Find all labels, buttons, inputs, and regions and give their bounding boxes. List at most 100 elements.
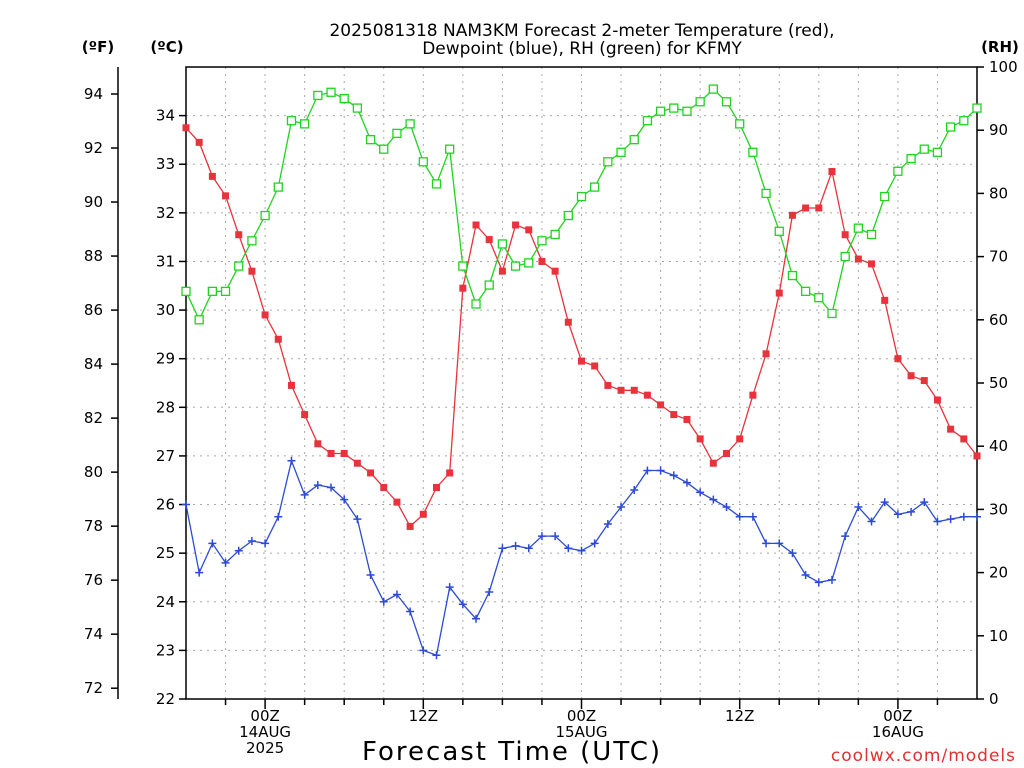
temperature-point [314, 440, 322, 448]
fahrenheit-tick-label: 74 [84, 625, 103, 643]
dewpoint-point [445, 583, 454, 592]
x-tick-label: 2025 [246, 739, 284, 757]
fahrenheit-tick-label: 88 [84, 247, 103, 265]
temperature-point [709, 459, 717, 467]
temperature-point [657, 401, 665, 409]
dewpoint-point [933, 517, 942, 526]
dewpoint-point [748, 512, 757, 521]
x-tick-label: 00Z [883, 707, 912, 725]
temperature-point [340, 449, 348, 457]
rh-tick-label: 40 [989, 437, 1008, 455]
temperature-point [406, 522, 414, 530]
dewpoint-point [814, 578, 823, 587]
temperature-point [472, 221, 480, 229]
rh-point [945, 122, 956, 132]
temperature-point [274, 335, 282, 343]
dewpoint-point [880, 498, 889, 507]
dewpoint-point [590, 539, 599, 548]
dewpoint-point [682, 478, 691, 487]
rh-point [708, 84, 718, 94]
rh-point [497, 239, 508, 249]
rh-point [721, 97, 732, 107]
temperature-point [301, 411, 309, 419]
rh-point [932, 147, 943, 157]
dewpoint-point [182, 500, 190, 509]
rh-point [510, 261, 521, 271]
dewpoint-point [696, 488, 705, 497]
dewpoint-point [643, 466, 652, 475]
temperature-point [802, 204, 810, 212]
dewpoint-point [537, 532, 546, 541]
dewpoint-point [841, 532, 850, 541]
temperature-point [933, 396, 941, 404]
rh-point [339, 93, 349, 104]
temperature-point [195, 138, 203, 146]
rh-point [919, 144, 929, 154]
temperature-point [248, 267, 256, 275]
rh-point [972, 103, 982, 113]
grid-layer [186, 67, 977, 699]
fahrenheit-tick-label: 90 [84, 193, 103, 211]
dewpoint-point [353, 515, 362, 524]
celsius-tick-label: 34 [156, 107, 175, 125]
dewpoint-point [340, 495, 349, 504]
rh-point [405, 119, 415, 129]
temperature-point [419, 510, 427, 518]
temperature-point [525, 226, 533, 234]
fahrenheit-axis-label: (ºF) [82, 38, 114, 56]
temperature-point [287, 381, 295, 389]
x-axis-label: Forecast Time (UTC) [362, 737, 662, 767]
temperature-point [828, 168, 836, 176]
temperature-point [498, 267, 506, 275]
temperature-point [208, 172, 216, 180]
rh-point [761, 188, 771, 199]
celsius-tick-label: 27 [156, 447, 175, 465]
temperature-point [815, 204, 823, 212]
dewpoint-point [893, 510, 902, 519]
temperature-point [920, 377, 928, 385]
temperature-point [736, 435, 744, 443]
dewpoint-point [669, 471, 678, 480]
temperature-point [538, 257, 546, 265]
temperature-point [854, 255, 862, 263]
x-tick-label: 15AUG [556, 723, 608, 741]
temperature-point [617, 386, 625, 394]
temperature-point [868, 260, 876, 268]
temperature-point [182, 124, 190, 132]
celsius-tick-label: 33 [156, 155, 175, 173]
dewpoint-point [379, 597, 388, 606]
dewpoint-point [234, 546, 243, 555]
temperature-point [367, 469, 375, 477]
rh-point [273, 182, 283, 192]
dewpoint-point [630, 485, 639, 494]
rh-point [655, 106, 666, 116]
dewpoint-point [208, 539, 217, 548]
rh-point [827, 308, 837, 319]
temperature-point [670, 411, 678, 419]
rh-point [550, 229, 560, 240]
fahrenheit-tick-label: 72 [84, 679, 103, 697]
x-tick-label: 12Z [725, 707, 754, 725]
rh-point [220, 286, 231, 297]
celsius-tick-label: 32 [156, 204, 175, 222]
dewpoint-point [274, 512, 283, 521]
rh-tick-label: 50 [989, 374, 1008, 392]
fahrenheit-tick-label: 84 [84, 355, 103, 373]
dewpoint-point [801, 571, 810, 580]
celsius-tick-label: 31 [156, 252, 175, 270]
rh-point [959, 116, 969, 126]
rh-point [880, 191, 890, 202]
rh-point [445, 144, 455, 154]
chart-title-line-2: Dewpoint (blue), RH (green) for KFMY [422, 39, 742, 59]
rh-point [800, 286, 811, 297]
rh-point [906, 153, 916, 164]
rh-point [207, 286, 218, 297]
x-tick-label: 00Z [567, 707, 596, 725]
x-tick-label: 16AUG [872, 723, 924, 741]
temperature-point [432, 484, 440, 492]
dewpoint-point [419, 646, 428, 655]
temperature-point [564, 318, 572, 326]
rh-tick-label: 80 [989, 184, 1008, 202]
dewpoint-point [287, 456, 296, 465]
